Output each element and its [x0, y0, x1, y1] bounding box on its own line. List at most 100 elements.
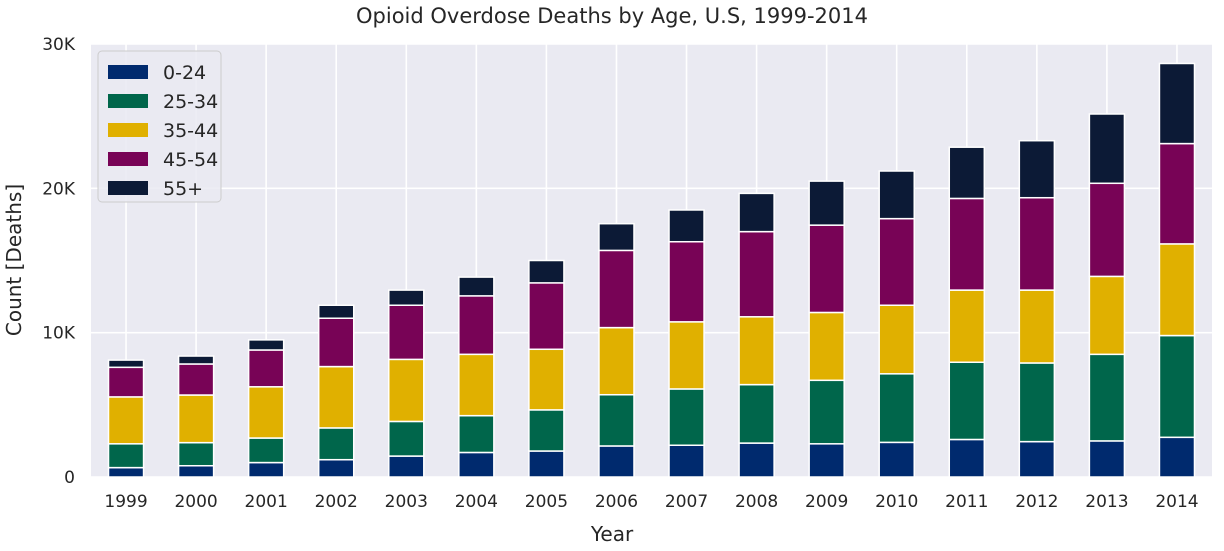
bar-segment-45-54-2008 [738, 230, 775, 318]
bar-segment-45-54-2000 [177, 363, 215, 396]
bar-segment-0-24-2014 [1158, 436, 1196, 478]
x-tick-label: 2009 [805, 492, 848, 512]
x-tick-label: 2006 [595, 492, 638, 512]
bar-segment-35-44-2001 [247, 386, 285, 439]
x-tick-label: 2001 [245, 492, 288, 512]
bar-segment-55plus-2011 [948, 146, 986, 200]
bar-segment-35-44-2011 [948, 289, 986, 364]
legend-label: 55+ [163, 178, 203, 200]
bar-segment-45-54-2009 [808, 224, 845, 314]
bar-segment-55plus-2000 [177, 355, 215, 365]
bar-segment-0-24-2001 [247, 461, 285, 478]
y-tick-label: 0 [64, 468, 75, 488]
bar-segment-55plus-2002 [317, 304, 355, 319]
bar-segment-45-54-2002 [317, 317, 355, 368]
bar-segment-0-24-2008 [738, 442, 775, 478]
legend-label: 45-54 [163, 149, 218, 171]
bar-segment-35-44-2013 [1088, 275, 1126, 356]
bar-segment-45-54-2010 [878, 217, 915, 306]
bar-segment-35-44-2005 [528, 348, 565, 411]
bar-segment-25-34-2014 [1158, 334, 1196, 439]
bar-segment-55plus-2006 [598, 222, 635, 252]
bar-segment-25-34-2011 [948, 361, 986, 441]
bar-segment-45-54-2005 [528, 282, 565, 351]
bar-segment-45-54-2006 [598, 249, 635, 329]
legend-swatch [108, 152, 148, 166]
x-tick-label: 2014 [1155, 492, 1198, 512]
bar-segment-55plus-2012 [1018, 139, 1056, 199]
legend-label: 35-44 [163, 120, 218, 142]
bar-segment-25-34-2007 [668, 388, 705, 446]
bar-segment-55plus-2005 [528, 259, 565, 284]
x-tick-label: 2003 [385, 492, 428, 512]
bar-segment-55plus-2009 [808, 180, 845, 226]
bar-segment-45-54-2001 [247, 349, 285, 388]
bar-segment-25-34-2008 [738, 383, 775, 444]
bar-segment-45-54-2014 [1158, 142, 1196, 245]
bar-segment-35-44-2012 [1018, 289, 1056, 364]
bar-segment-35-44-1999 [107, 396, 145, 445]
bar-segment-35-44-2014 [1158, 243, 1196, 337]
bar-segment-0-24-2009 [808, 443, 845, 478]
x-tick-label: 2013 [1085, 492, 1128, 512]
legend-swatch [108, 123, 148, 137]
bar-segment-55plus-2014 [1158, 62, 1196, 145]
bar-segment-0-24-2004 [458, 451, 495, 478]
bar-segment-25-34-2006 [598, 393, 635, 447]
bar-segment-0-24-2011 [948, 438, 986, 478]
y-tick-label: 20K [42, 179, 76, 199]
bar-segment-25-34-2001 [247, 437, 285, 464]
x-axis-label: Year [590, 522, 634, 546]
bar-segment-0-24-2006 [598, 445, 635, 478]
bar-segment-55plus-2004 [458, 276, 495, 297]
bar-segment-0-24-2003 [388, 455, 425, 478]
bar-segment-45-54-1999 [107, 366, 145, 398]
bar-segment-55plus-2008 [738, 192, 775, 233]
x-tick-label: 2005 [525, 492, 568, 512]
x-tick-label: 2004 [455, 492, 498, 512]
x-tick-label: 2000 [174, 492, 217, 512]
legend-swatch [108, 181, 148, 195]
bar-segment-0-24-2007 [668, 444, 705, 478]
x-tick-label: 1999 [104, 492, 147, 512]
bar-segment-0-24-2012 [1018, 440, 1056, 478]
legend-label: 25-34 [163, 91, 218, 113]
bar-segment-45-54-2003 [388, 304, 425, 361]
bar-segment-35-44-2002 [317, 365, 355, 429]
y-tick-label: 10K [42, 324, 76, 344]
y-tick-label: 30K [42, 35, 76, 55]
bar-segment-0-24-1999 [107, 466, 145, 478]
bar-segment-45-54-2007 [668, 240, 705, 323]
x-tick-label: 2007 [665, 492, 708, 512]
bar-segment-25-34-2002 [317, 427, 355, 461]
bar-segment-45-54-2012 [1018, 196, 1056, 291]
legend-swatch [108, 94, 148, 108]
x-tick-label: 2008 [735, 492, 778, 512]
bar-segment-25-34-2000 [177, 441, 215, 467]
bar-segment-0-24-2013 [1088, 440, 1126, 478]
bar-segment-55plus-2001 [247, 339, 285, 351]
bar-segment-0-24-2010 [878, 441, 915, 478]
bar-segment-35-44-2003 [388, 358, 425, 423]
bar-segment-35-44-2004 [458, 353, 495, 417]
bar-segment-0-24-2000 [177, 464, 215, 478]
bar-segment-55plus-2010 [878, 170, 915, 220]
bar-segment-25-34-2013 [1088, 353, 1126, 442]
bar-segment-55plus-2007 [668, 209, 705, 243]
bar-segment-35-44-2006 [598, 326, 635, 396]
x-tick-label: 2010 [875, 492, 918, 512]
bar-segment-25-34-2009 [808, 379, 845, 445]
bar-segment-25-34-2003 [388, 420, 425, 457]
bar-segment-25-34-2004 [458, 414, 495, 454]
chart-title: Opioid Overdose Deaths by Age, U.S, 1999… [356, 4, 868, 28]
bar-segment-55plus-2003 [388, 289, 425, 306]
bar-segment-25-34-2005 [528, 409, 565, 452]
bar-segment-35-44-2010 [878, 304, 915, 375]
bar-segment-35-44-2009 [808, 311, 845, 382]
bar-segment-45-54-2013 [1088, 182, 1126, 278]
bar-segment-0-24-2005 [528, 450, 565, 478]
legend-label: 0-24 [163, 62, 206, 84]
bar-segment-25-34-1999 [107, 443, 145, 469]
bar-segment-25-34-2012 [1018, 362, 1056, 443]
